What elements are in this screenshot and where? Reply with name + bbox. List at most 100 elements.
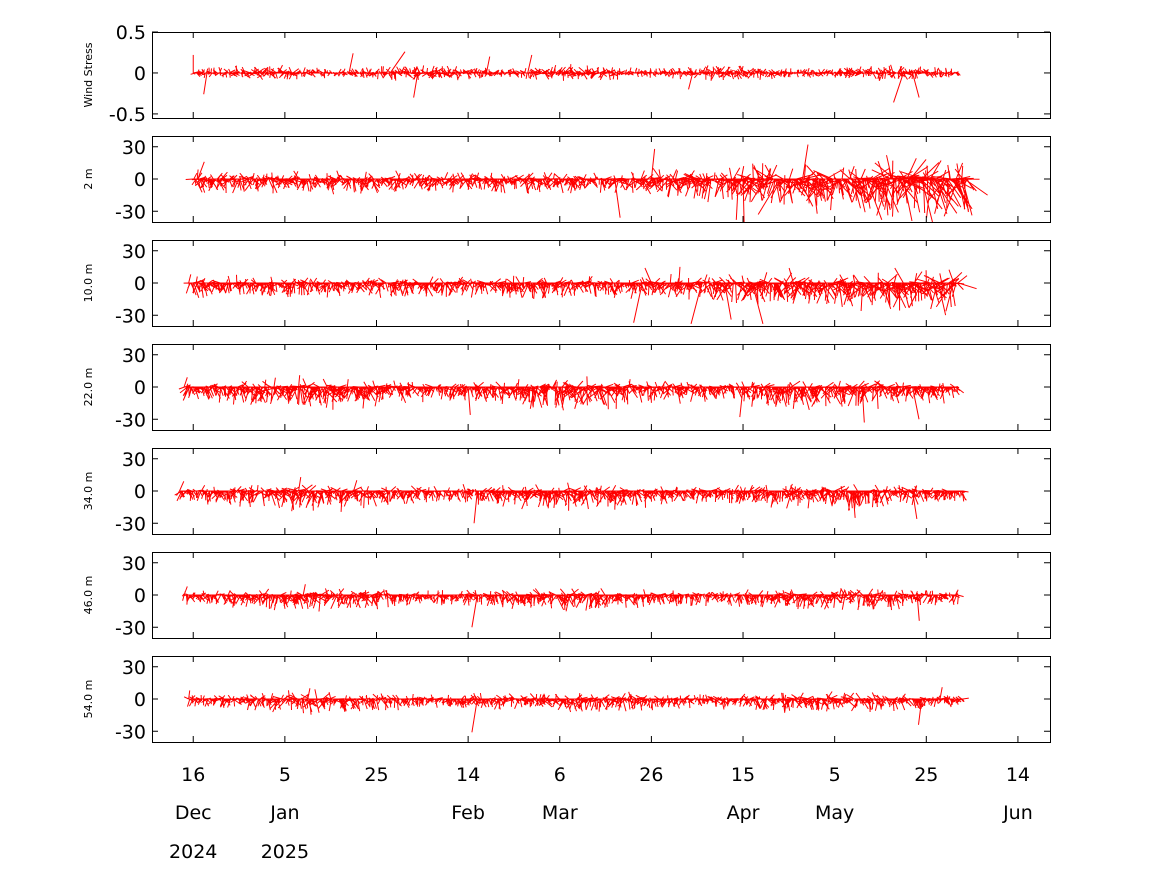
x-tick-label-day: 26: [639, 764, 663, 786]
y-tick-label: 30: [122, 553, 146, 575]
y-tick-label: 0: [134, 585, 146, 607]
x-tick-label-day: 25: [364, 764, 388, 786]
x-axis: 16 Dec 2024 5 Jan 2025 25 14 Feb 6 Mar 26 15 Apr 5 May 2…: [169, 764, 1033, 863]
x-tick-label-day: 5: [829, 764, 841, 786]
x-tick-label-day: 14: [1006, 764, 1030, 786]
stick-event: [724, 282, 732, 320]
stick-event: [188, 274, 192, 284]
stick-event: [471, 698, 478, 733]
x-tick-label-month: Feb: [451, 802, 485, 824]
stick-event: [921, 178, 933, 222]
x-tick-label-year: 2024: [169, 841, 217, 863]
stick-event: [650, 148, 656, 180]
stick-event: [688, 72, 694, 90]
stick-event: [957, 178, 966, 210]
y-tick-label: -30: [115, 305, 146, 327]
stick-event: [302, 584, 306, 596]
stick-series: [185, 155, 988, 217]
stick-event: [203, 72, 208, 95]
stick-event: [527, 54, 533, 74]
stick-event: [739, 386, 744, 418]
panel-1: 0.5 0 -0.5 Wind Stress: [82, 22, 1051, 126]
stick-event: [307, 688, 311, 700]
y-axis-label: 46.0 m: [82, 576, 95, 615]
stick-event: [874, 162, 895, 180]
x-tick-label-day: 16: [181, 764, 205, 786]
stick-event: [866, 178, 883, 221]
y-tick-label: 0: [134, 273, 146, 295]
stick-event: [298, 375, 301, 388]
x-tick-label-day: 6: [554, 764, 566, 786]
stick-event: [742, 178, 745, 222]
stick-event: [485, 56, 491, 74]
y-tick-label: 0: [134, 63, 146, 85]
stick-series: [178, 376, 965, 411]
panel-6: 30 0 -30 46.0 m: [82, 552, 1051, 639]
y-tick-label: -30: [115, 409, 146, 431]
y-tick-label: 30: [122, 657, 146, 679]
stick-event: [802, 144, 809, 180]
stick-event: [916, 594, 920, 621]
stick-event: [678, 266, 681, 284]
stick-event: [926, 178, 932, 218]
x-tick-label-month: Apr: [727, 802, 760, 824]
x-tick-label-month: Mar: [542, 802, 578, 824]
panel-frame: [152, 32, 1051, 119]
stick-event: [852, 490, 856, 518]
stick-event: [188, 690, 191, 700]
y-tick-label: 0: [134, 689, 146, 711]
stick-event: [902, 178, 913, 222]
panel-4: 30 0 -30 22.0 m: [82, 344, 1051, 431]
stick-event: [183, 586, 188, 596]
y-axis-label: 10.0 m: [82, 264, 95, 303]
x-tick-label-month: Jun: [1002, 802, 1033, 824]
y-tick-label: -30: [115, 201, 146, 223]
stick-event: [197, 161, 205, 180]
stick-series: [174, 482, 969, 512]
x-tick-label-year: 2025: [261, 841, 309, 863]
stick-event: [183, 377, 188, 388]
stick-event: [735, 178, 739, 220]
stick-event: [912, 72, 920, 98]
x-tick-label-month: Dec: [175, 802, 212, 824]
stick-event: [757, 178, 781, 215]
panel-2: 30 0 -30 2 m: [82, 136, 1051, 223]
x-tick-label-day: 14: [456, 764, 480, 786]
stick-event: [298, 476, 302, 492]
stick-event: [894, 267, 904, 284]
y-tick-label: 0: [134, 169, 146, 191]
sticks: [183, 266, 977, 324]
stick-event: [348, 53, 354, 74]
sticks: [185, 144, 988, 222]
x-tick-label-day: 25: [914, 764, 938, 786]
y-tick-label: 0: [134, 481, 146, 503]
stick-series: [181, 587, 964, 612]
y-tick-label: 30: [122, 449, 146, 471]
stick-event: [893, 72, 904, 103]
stick-event: [912, 386, 920, 420]
stick-event: [939, 687, 943, 700]
stick-event: [467, 386, 471, 415]
stick-event: [614, 178, 621, 218]
stick-series: [183, 269, 977, 316]
sticks: [190, 51, 961, 103]
stick-event: [788, 267, 794, 284]
y-tick-label: -30: [115, 617, 146, 639]
stick-series: [183, 689, 969, 715]
y-tick-label: 30: [122, 137, 146, 159]
sticks: [183, 687, 969, 733]
stick-event: [179, 481, 185, 492]
x-tick-label-day: 15: [731, 764, 755, 786]
panel-5: 30 0 -30 34.0 m: [82, 448, 1051, 535]
stick-event: [912, 490, 918, 520]
sticks: [178, 375, 965, 423]
y-tick-label: -30: [115, 513, 146, 535]
stick-event: [473, 490, 478, 524]
stick-event: [652, 167, 661, 180]
stick-event: [471, 594, 478, 628]
y-tick-label: 30: [122, 345, 146, 367]
y-tick-label: 30: [122, 241, 146, 263]
panel-7: 30 0 -30 54.0 m: [82, 656, 1051, 743]
x-tick-label-month: Jan: [269, 802, 299, 824]
